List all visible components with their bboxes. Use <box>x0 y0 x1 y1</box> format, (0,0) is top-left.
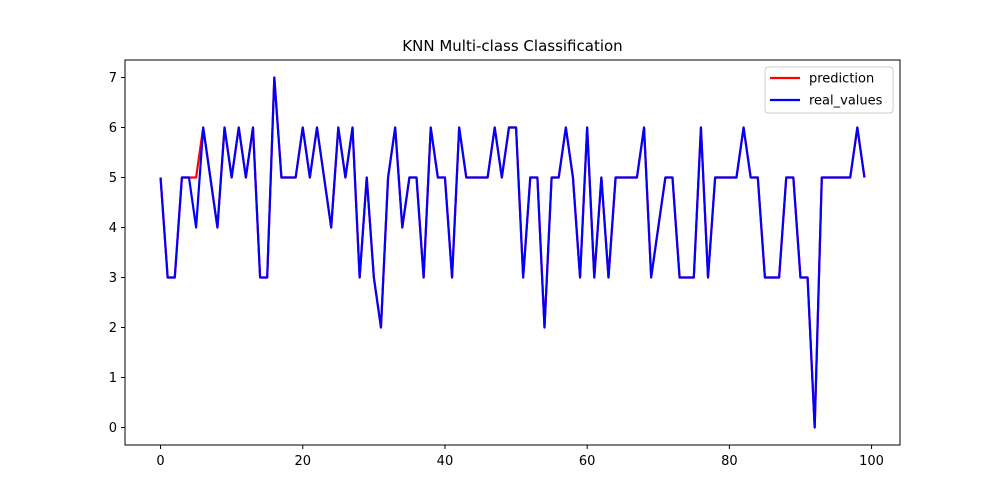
y-tick-label: 5 <box>109 171 117 186</box>
y-tick-label: 1 <box>109 371 117 386</box>
y-tick-label: 7 <box>109 71 117 86</box>
x-axis: 0 20 40 60 80 100 <box>156 445 884 469</box>
legend-label: real_values <box>809 94 883 109</box>
x-tick-label: 20 <box>294 454 311 469</box>
series-real-values <box>159 76 866 429</box>
y-tick-label: 2 <box>109 321 117 336</box>
plot-area <box>159 76 866 429</box>
plot-frame <box>124 59 901 446</box>
chart-title: KNN Multi-class Classification <box>402 37 622 55</box>
y-tick-label: 6 <box>109 121 117 136</box>
legend: prediction real_values <box>764 66 894 114</box>
series-line-real-values <box>159 76 866 429</box>
x-tick-label: 0 <box>156 454 164 469</box>
x-tick-label: 80 <box>721 454 738 469</box>
y-tick-label: 3 <box>109 271 117 286</box>
x-tick-label: 40 <box>437 454 454 469</box>
y-tick-label: 4 <box>109 221 117 236</box>
x-tick-label: 100 <box>859 454 884 469</box>
y-axis: 0 1 2 3 4 5 6 7 <box>109 71 125 436</box>
legend-label: prediction <box>809 72 874 87</box>
x-tick-label: 60 <box>579 454 596 469</box>
y-tick-label: 0 <box>109 421 117 436</box>
